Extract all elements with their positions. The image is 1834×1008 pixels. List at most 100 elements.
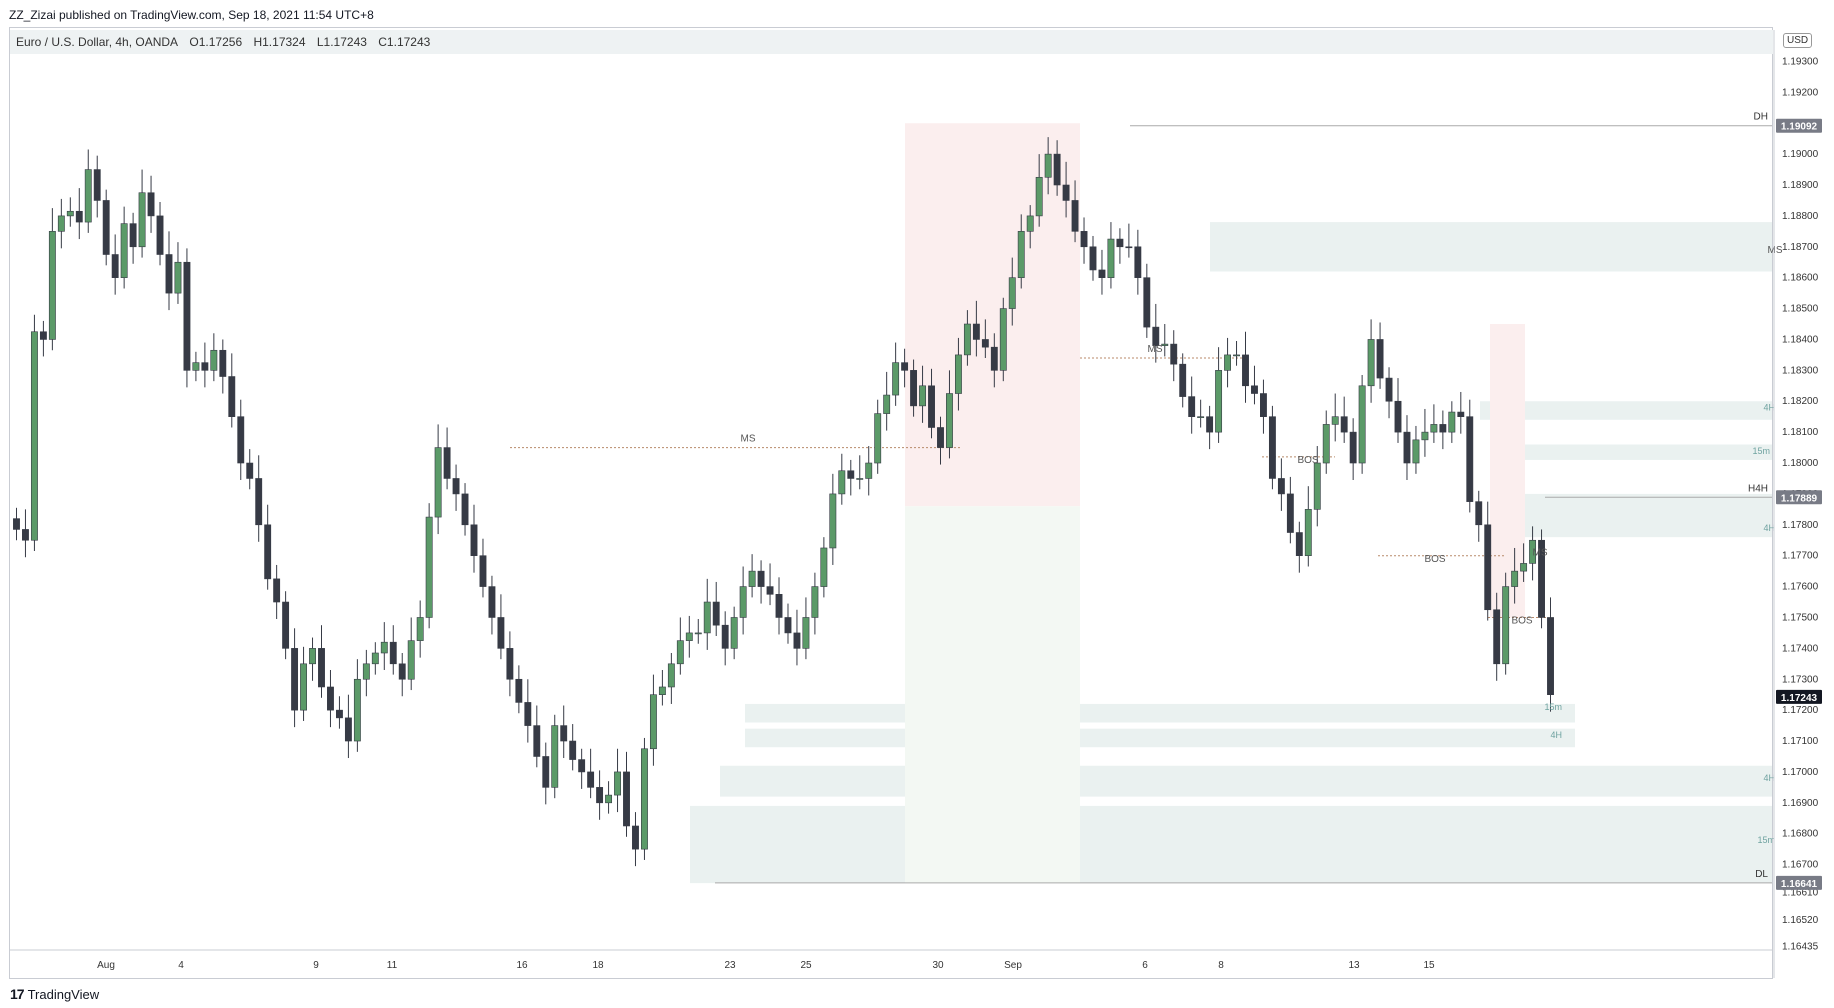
price-tick-label: 1.18200 [1782,396,1819,407]
candle-body [470,524,478,556]
zone-15m-b [745,728,1575,748]
candle-body [542,756,550,788]
candle-body [1107,238,1115,278]
candle-body [990,346,998,371]
zone-15m-a [745,703,1575,723]
candle-body [201,362,209,371]
candle-body [1376,339,1384,379]
candle-body [353,678,361,742]
candle-body [1197,416,1205,418]
candle-body [147,192,155,217]
15m-label-1: 15m [1752,446,1770,456]
candle-body [282,601,290,649]
time-tick-label: 11 [387,960,398,971]
candle-body [1233,354,1240,357]
ms-label-1: MS [741,433,756,444]
candle-body [999,308,1007,371]
candle-body [739,586,747,618]
candle-body [129,223,137,248]
candle-body [748,570,756,587]
price-tick-label: 1.17800 [1782,520,1819,531]
price-tick-label: 1.16435 [1782,941,1819,952]
candle-body [703,601,711,634]
candle-body [649,694,657,750]
candle-body [578,759,586,773]
zone-4h-upper [1210,222,1772,272]
candle-body [1403,431,1411,464]
candle-body [1367,339,1375,387]
candle-body [685,632,693,641]
candle-body [811,586,819,618]
price-tick-label: 1.17700 [1782,551,1819,562]
candle-body [937,427,944,448]
candle-body [210,349,218,371]
candle-body [1466,416,1474,502]
price-tick-label: 1.16900 [1782,798,1819,809]
candle-body [533,725,541,757]
price-tick-label: 1.18400 [1782,334,1819,345]
candle-body [1484,524,1492,611]
candle-body [1547,617,1554,695]
candle-body [829,493,837,549]
price-tick-label: 1.18900 [1782,180,1819,191]
candle-body [1053,153,1061,186]
candle-body [587,771,595,788]
candle-body [963,323,971,356]
tradingview-icon: 17 [10,986,25,1002]
candle-body [1152,326,1160,346]
candle-body [416,617,424,641]
candle-body [398,663,406,680]
candle-body [1520,563,1528,572]
candle-body [838,470,846,495]
candle-body [1008,277,1016,309]
candle-body [658,686,666,695]
candle-body [1134,246,1142,278]
candle-body [30,331,38,541]
price-tick-label: 1.19000 [1782,149,1819,160]
candle-body [488,586,496,618]
candle-body [560,725,568,742]
candle-body [506,648,514,680]
level-label: H4H [1748,483,1768,494]
price-tick-label: 1.18700 [1782,242,1819,253]
candle-body [120,223,128,278]
candle-body [1098,269,1106,278]
candle-body [183,261,191,371]
candle-body [1439,424,1447,433]
price-tick-label: 1.16700 [1782,860,1819,871]
candle-body [192,362,200,371]
candle-body [1412,439,1420,464]
candle-body [641,748,648,850]
candle-body [1188,396,1196,417]
candle-body [1125,246,1133,249]
candle-body [551,725,559,788]
candle-body [264,524,272,580]
candle-body [1286,493,1294,533]
zone-15m-right [1490,444,1772,460]
candle-body [1080,231,1088,248]
candle-body [273,578,281,603]
price-badge [1776,490,1822,505]
level-label: DL [1755,869,1768,880]
legend: Euro / U.S. Dollar, 4h, OANDA O1.17256 H… [16,35,438,49]
candle-body [1421,431,1429,441]
time-tick-label: 30 [932,960,944,971]
ms-label-2: MS [1148,344,1163,355]
candle-body [775,594,783,618]
candle-body [1340,416,1348,433]
currency-badge[interactable]: USD [1783,33,1813,48]
candle-body [919,385,926,407]
time-tick-label: 16 [516,960,528,971]
candle-body [1035,176,1043,217]
candle-body [407,640,415,680]
candle-body [443,447,451,479]
price-badge-label: 1.16641 [1781,879,1818,890]
candle-body [1304,509,1312,556]
candle-body [1457,411,1465,417]
candle-body [605,794,613,804]
time-tick-label: 6 [1142,960,1148,971]
candle-body [596,787,604,804]
candle-body [1430,424,1438,433]
candle-body [1071,200,1079,232]
